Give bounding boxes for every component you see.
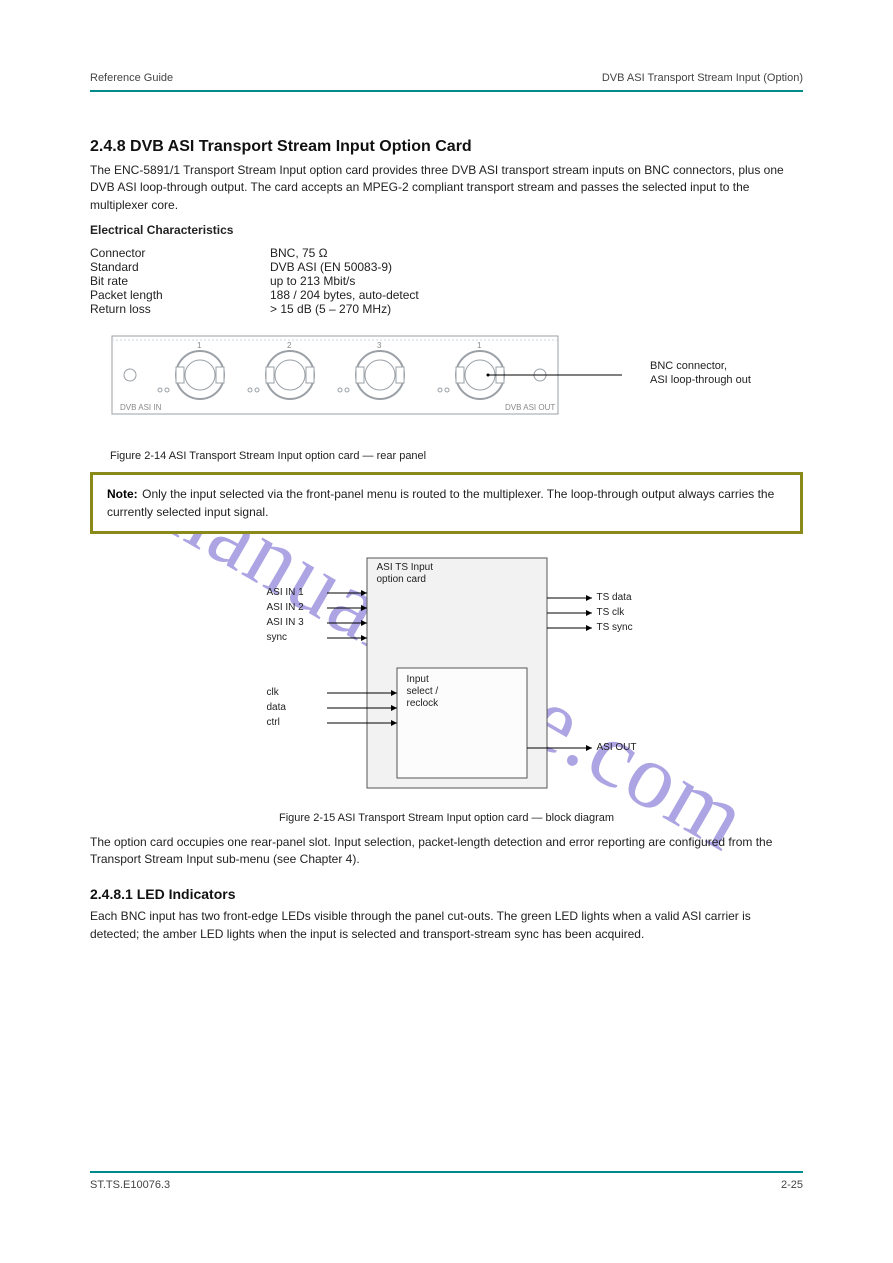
in-label: ASI IN 3	[267, 617, 304, 628]
note-text: Only the input selected via the front-pa…	[107, 487, 774, 519]
spec-row: Packet length188 / 204 bytes, auto-detec…	[90, 288, 803, 302]
out-label: ASI OUT	[597, 742, 637, 753]
subsection-heading: 2.4.8.1 LED Indicators	[90, 886, 803, 902]
spec-table: ConnectorBNC, 75 Ω StandardDVB ASI (EN 5…	[90, 246, 803, 316]
outer-box-label-2: option card	[377, 574, 426, 585]
figure1-caption: Figure 2-14 ASI Transport Stream Input o…	[110, 450, 803, 462]
spec-heading: Electrical Characteristics	[90, 222, 803, 239]
bnc-port	[176, 351, 224, 399]
spec-key: Return loss	[90, 302, 270, 316]
in-label: clk	[267, 687, 279, 698]
silkscreen-right: DVB ASI OUT	[505, 403, 555, 412]
spec-key: Bit rate	[90, 274, 270, 288]
callout-line2: ASI loop-through out	[650, 374, 751, 386]
figure2-caption: Figure 2-15 ASI Transport Stream Input o…	[90, 812, 803, 824]
spec-val: 188 / 204 bytes, auto-detect	[270, 288, 803, 302]
inner-box-label-3: reclock	[407, 698, 439, 709]
in-label: ctrl	[267, 717, 280, 728]
spec-row: StandardDVB ASI (EN 50083-9)	[90, 260, 803, 274]
spec-row: ConnectorBNC, 75 Ω	[90, 246, 803, 260]
spec-val: BNC, 75 Ω	[270, 246, 803, 260]
bnc-port	[266, 351, 314, 399]
body-column: 2.4.8 DVB ASI Transport Stream Input Opt…	[90, 120, 803, 1143]
spec-val: DVB ASI (EN 50083-9)	[270, 260, 803, 274]
intro-paragraph: The ENC-5891/1 Transport Stream Input op…	[90, 162, 803, 214]
paragraph-leds: Each BNC input has two front-edge LEDs v…	[90, 908, 803, 943]
note-box: Note: Only the input selected via the fr…	[90, 472, 803, 534]
in-label: ASI IN 2	[267, 602, 304, 613]
inner-box-label-2: select /	[407, 686, 439, 697]
footer-left: ST.TS.E10076.3	[90, 1179, 170, 1191]
figure-block-diagram: ASI TS Input option card Input select / …	[237, 548, 657, 808]
figure-panel: DVB ASI IN DVB ASI OUT 1 2 3 1 BNC conne…	[110, 326, 803, 446]
port-number: 1	[477, 341, 482, 350]
bnc-port	[356, 351, 404, 399]
header-left: Reference Guide	[90, 72, 173, 84]
inner-box-label-1: Input	[407, 674, 429, 685]
footer-right: 2-25	[781, 1179, 803, 1191]
port-number: 1	[197, 341, 202, 350]
spec-key: Connector	[90, 246, 270, 260]
port-number: 2	[287, 341, 292, 350]
spec-key: Standard	[90, 260, 270, 274]
port-number: 3	[377, 341, 382, 350]
panel-svg: DVB ASI IN DVB ASI OUT 1 2 3 1	[110, 326, 630, 426]
section-heading: 2.4.8 DVB ASI Transport Stream Input Opt…	[90, 138, 803, 156]
silkscreen-left: DVB ASI IN	[120, 403, 162, 412]
outer-box-label-1: ASI TS Input	[377, 562, 434, 573]
out-label: TS clk	[597, 607, 625, 618]
out-label: TS data	[597, 592, 632, 603]
spec-key: Packet length	[90, 288, 270, 302]
callout-line1: BNC connector,	[650, 360, 727, 372]
spec-row: Return loss> 15 dB (5 – 270 MHz)	[90, 302, 803, 316]
rule-top	[90, 90, 803, 92]
header-right: DVB ASI Transport Stream Input (Option)	[602, 72, 803, 84]
paragraph-after-fig2: The option card occupies one rear-panel …	[90, 834, 803, 869]
spec-row: Bit rateup to 213 Mbit/s	[90, 274, 803, 288]
rule-bottom	[90, 1171, 803, 1173]
note-label: Note:	[107, 487, 138, 501]
page-root: Reference Guide DVB ASI Transport Stream…	[0, 0, 893, 1263]
spec-val: > 15 dB (5 – 270 MHz)	[270, 302, 803, 316]
in-label: sync	[267, 632, 288, 643]
out-label: TS sync	[597, 622, 633, 633]
spec-val: up to 213 Mbit/s	[270, 274, 803, 288]
in-label: ASI IN 1	[267, 587, 304, 598]
in-label: data	[267, 702, 286, 713]
